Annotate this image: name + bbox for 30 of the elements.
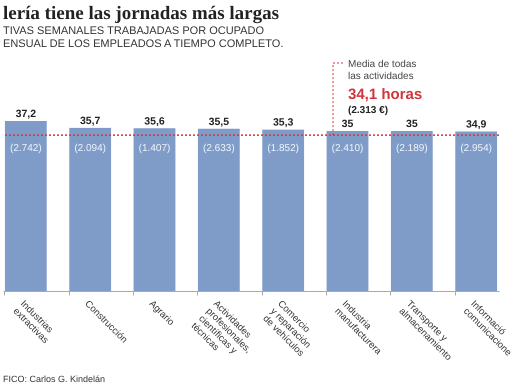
bar — [4, 121, 47, 291]
data-label: 35 — [342, 118, 354, 130]
annotation: (1.407) — [138, 143, 170, 154]
data-label: 34,9 — [466, 118, 487, 131]
annotation: (2.954) — [460, 143, 492, 154]
bar — [198, 128, 240, 291]
text: (2.313 €) — [348, 105, 388, 116]
annotation: (2.189) — [396, 143, 428, 154]
data-label: 35,3 — [272, 116, 294, 129]
bar — [69, 128, 112, 291]
annotation: (1.852) — [267, 143, 300, 154]
legend-label: Media de todas las actividades — [348, 59, 416, 82]
bar — [134, 128, 176, 291]
annotation: (2.742) — [10, 143, 42, 154]
bar — [326, 131, 368, 291]
text: 34,1 horas — [348, 86, 422, 103]
annotation: (2.094) — [74, 143, 106, 154]
data-label: 35 — [406, 118, 418, 130]
annotation: (2.410) — [332, 143, 364, 154]
data-label: 35,7 — [80, 114, 101, 127]
annotation: (2.633) — [202, 143, 235, 154]
bar — [262, 130, 304, 291]
bar — [455, 132, 498, 291]
data-label: 35,5 — [208, 116, 230, 128]
chart-subtitle: TIVAS SEMANALES TRABAJADAS POR OCUPADO ENSUAL DE LOS EMPLEADOS A TIEMPO COMPLETO. — [3, 25, 284, 50]
bar — [390, 131, 433, 291]
text: FICO: Carlos G. Kindelán — [3, 374, 106, 384]
chart-title: lería tiene las jornadas más largas — [3, 3, 280, 24]
data-label: 37,2 — [16, 108, 36, 120]
data-label: 35,6 — [144, 115, 165, 128]
